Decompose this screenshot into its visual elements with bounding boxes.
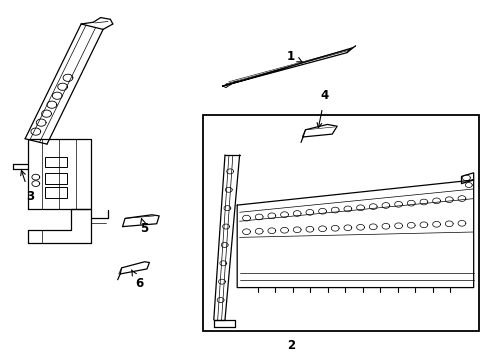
Text: 4: 4 — [316, 89, 328, 128]
Bar — [44, 187, 66, 198]
Text: 6: 6 — [131, 270, 143, 291]
Text: 3: 3 — [20, 171, 34, 203]
Text: 1: 1 — [286, 50, 302, 63]
Bar — [203, 116, 478, 330]
Bar — [44, 173, 66, 184]
Text: 5: 5 — [140, 219, 148, 235]
Bar — [44, 157, 66, 167]
Text: 2: 2 — [286, 339, 294, 352]
